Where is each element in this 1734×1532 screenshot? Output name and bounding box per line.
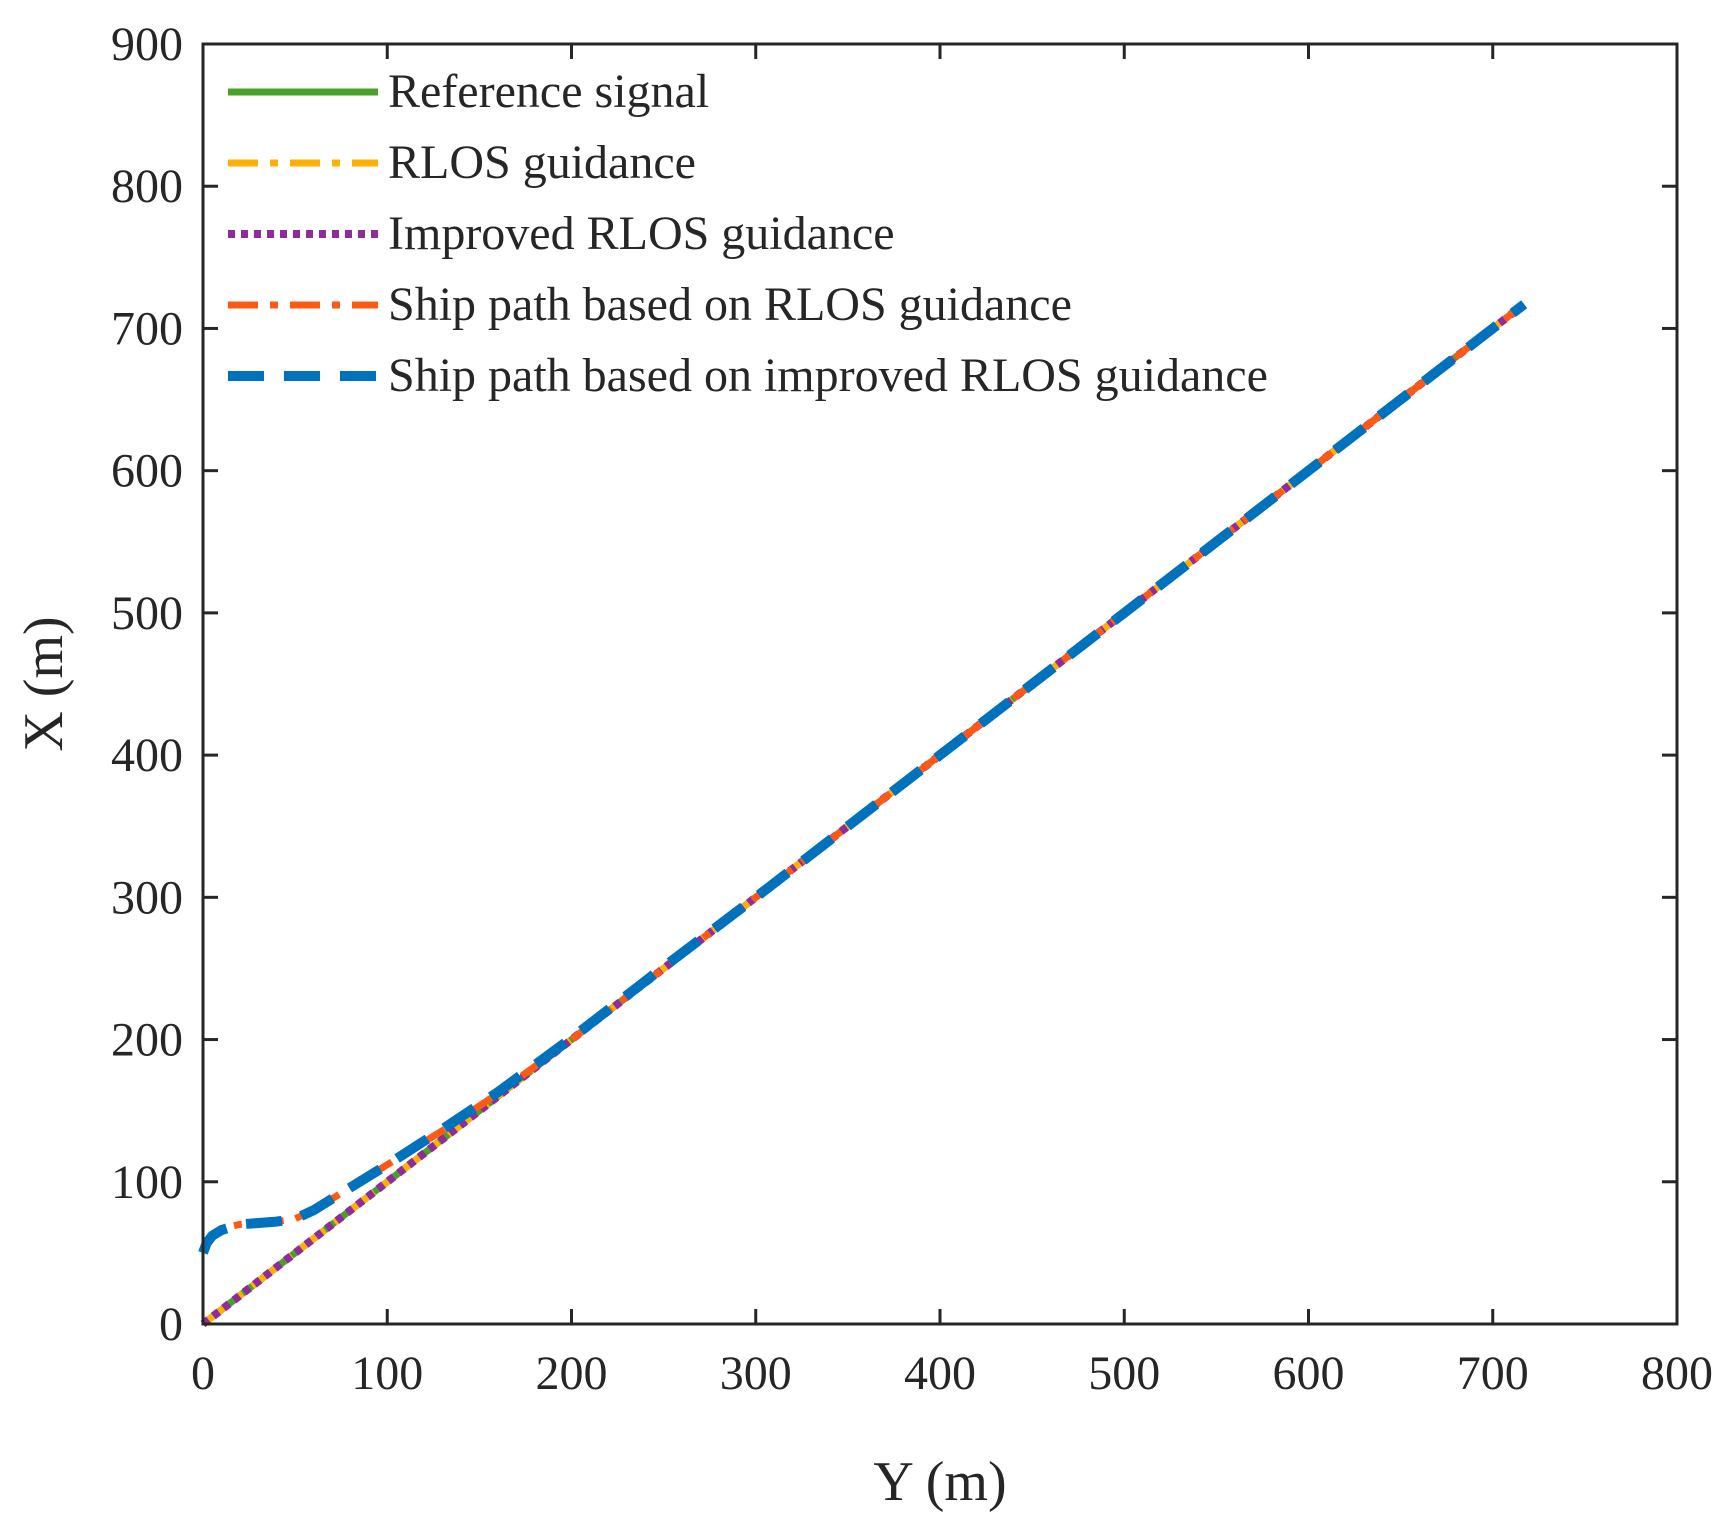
x-tick-label: 100: [351, 1347, 423, 1400]
y-tick-label: 800: [111, 160, 183, 213]
x-tick-label: 0: [191, 1347, 215, 1400]
y-tick-label: 200: [111, 1014, 183, 1067]
y-tick-label: 0: [159, 1298, 183, 1351]
x-tick-label: 200: [536, 1347, 608, 1400]
series-layer: [198, 300, 1528, 1328]
y-tick-label: 900: [111, 18, 183, 71]
x-tick-label: 800: [1641, 1347, 1713, 1400]
y-axis-title: X (m): [13, 616, 75, 751]
tick-layer: 0 100 200 300 400 500 600 700 800 0 100 200 300 400 50…: [111, 18, 1713, 1400]
y-tick-label: 400: [111, 729, 183, 782]
y-tick-label: 500: [111, 587, 183, 640]
x-tick-label: 500: [1088, 1347, 1160, 1400]
x-tick-label: 700: [1457, 1347, 1529, 1400]
legend: Reference signal RLOS guidance Improved RL…: [228, 65, 1268, 402]
x-axis-title: Y (m): [873, 1451, 1006, 1513]
y-tick-label: 100: [111, 1156, 183, 1209]
series-line-4: [199, 301, 1527, 1252]
y-tick-label: 600: [111, 445, 183, 498]
legend-label-5: Ship path based on improved RLOS guidanc…: [388, 349, 1268, 402]
x-tick-label: 600: [1273, 1347, 1345, 1400]
y-tick-label: 700: [111, 302, 183, 355]
x-tick-label: 300: [720, 1347, 792, 1400]
legend-label-3: Improved RLOS guidance: [388, 207, 895, 260]
legend-label-4: Ship path based on RLOS guidance: [388, 278, 1072, 331]
legend-label-2: RLOS guidance: [388, 136, 696, 189]
x-tick-label: 400: [904, 1347, 976, 1400]
legend-label-1: Reference signal: [388, 65, 709, 118]
y-tick-label: 300: [111, 871, 183, 924]
